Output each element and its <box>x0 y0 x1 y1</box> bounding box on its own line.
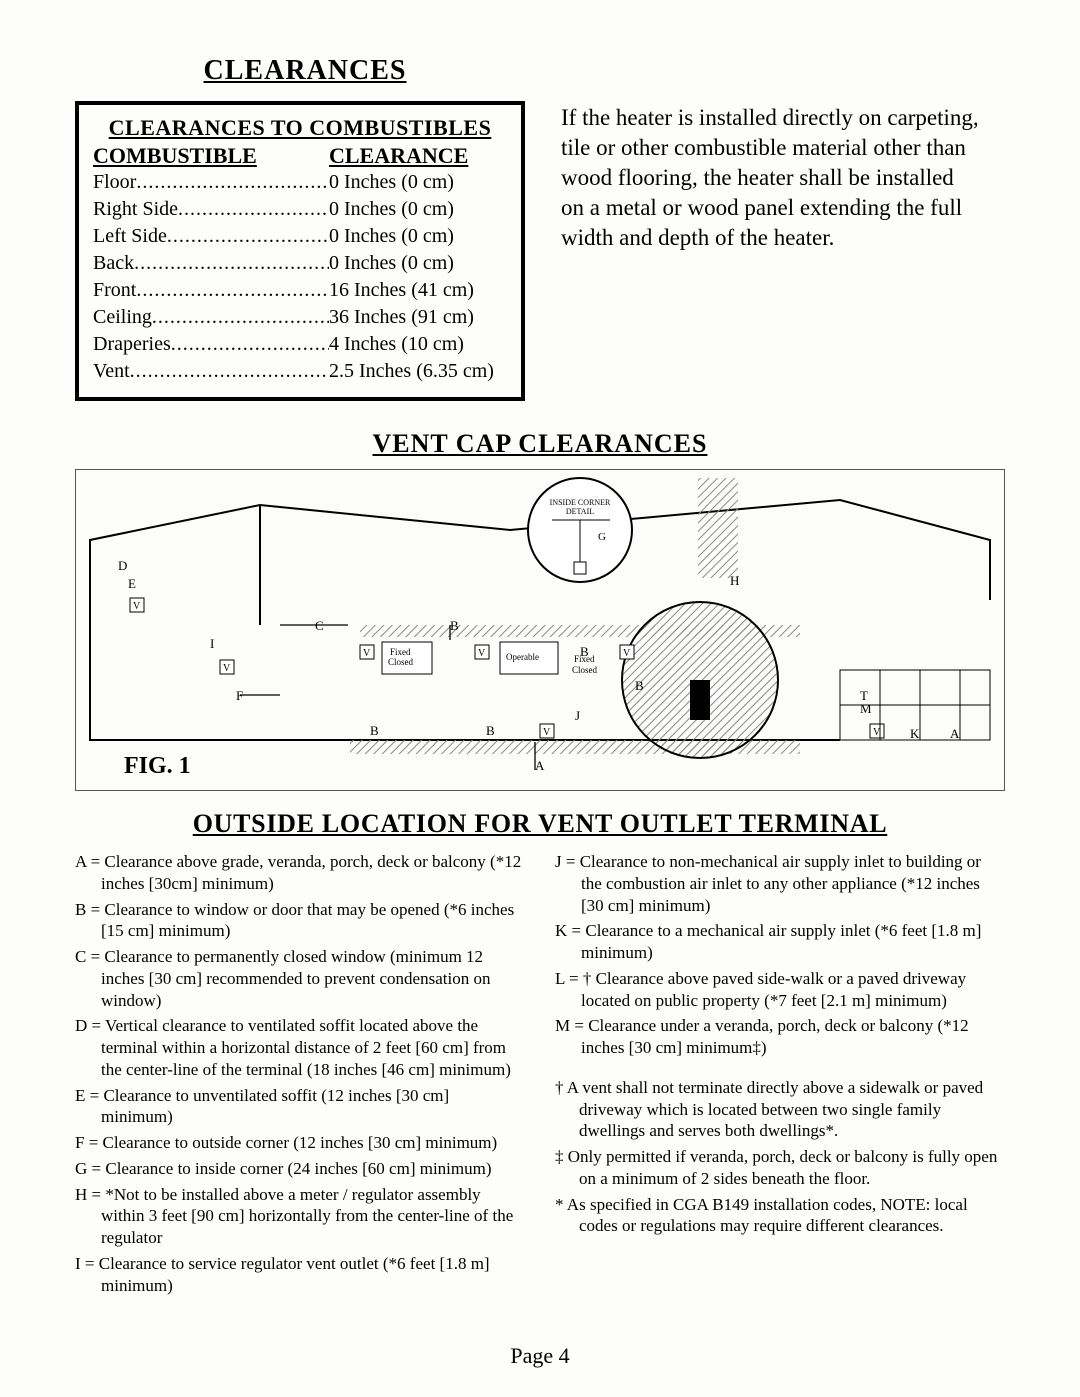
def-item: G = Clearance to inside corner (24 inche… <box>75 1158 525 1180</box>
def-item: D = Vertical clearance to ventilated sof… <box>75 1015 525 1080</box>
def-item: I = Clearance to service regulator vent … <box>75 1253 525 1297</box>
note-item: ‡ Only permitted if veranda, porch, deck… <box>555 1146 1005 1190</box>
svg-text:B: B <box>580 644 589 659</box>
svg-text:K: K <box>910 726 920 741</box>
table-row: Draperies4 Inches (10 cm) <box>93 331 507 358</box>
definitions-left: A = Clearance above grade, veranda, porc… <box>75 851 525 1300</box>
svg-text:V: V <box>223 663 231 674</box>
row-label: Left Side <box>93 223 329 250</box>
vent-diagram: INSIDE CORNER DETAIL G V V V V V V V Fix… <box>75 469 1005 791</box>
svg-text:M: M <box>860 701 872 716</box>
svg-text:J: J <box>575 708 580 723</box>
svg-text:V: V <box>363 648 371 659</box>
def-item: E = Clearance to unventilated soffit (12… <box>75 1085 525 1129</box>
svg-text:I: I <box>210 636 214 651</box>
diagram-svg: INSIDE CORNER DETAIL G V V V V V V V Fix… <box>76 470 1004 790</box>
def-item: A = Clearance above grade, veranda, porc… <box>75 851 525 895</box>
svg-text:E: E <box>128 576 136 591</box>
installation-note: If the heater is installed directly on c… <box>561 101 981 401</box>
svg-text:H: H <box>730 573 739 588</box>
svg-text:V: V <box>478 648 486 659</box>
clearances-table-box: CLEARANCES TO COMBUSTIBLES COMBUSTIBLE C… <box>75 101 525 401</box>
header-clearance: CLEARANCE <box>329 143 468 169</box>
row-value: 16 Inches (41 cm) <box>329 277 507 304</box>
row-value: 0 Inches (0 cm) <box>329 223 507 250</box>
def-item: J = Clearance to non-mechanical air supp… <box>555 851 1005 916</box>
figure-label: FIG. 1 <box>124 753 191 780</box>
page-title: CLEARANCES <box>85 55 525 87</box>
outside-location-title: OUTSIDE LOCATION FOR VENT OUTLET TERMINA… <box>75 809 1005 839</box>
svg-text:Closed: Closed <box>388 657 414 667</box>
row-label: Floor <box>93 169 329 196</box>
def-item: B = Clearance to window or door that may… <box>75 899 525 943</box>
row-value: 4 Inches (10 cm) <box>329 331 507 358</box>
def-item: C = Clearance to permanently closed wind… <box>75 946 525 1011</box>
svg-text:DETAIL: DETAIL <box>566 507 594 516</box>
svg-text:INSIDE CORNER: INSIDE CORNER <box>550 498 611 507</box>
table-row: Back0 Inches (0 cm) <box>93 250 507 277</box>
row-label: Vent <box>93 358 329 385</box>
svg-text:Operable: Operable <box>506 652 539 662</box>
row-label: Ceiling <box>93 304 329 331</box>
svg-text:D: D <box>118 558 127 573</box>
note-item: * As specified in CGA B149 installation … <box>555 1194 1005 1238</box>
note-item: † A vent shall not terminate directly ab… <box>555 1077 1005 1142</box>
svg-text:A: A <box>950 726 960 741</box>
page-number: Page 4 <box>0 1343 1080 1369</box>
svg-text:Closed: Closed <box>572 665 598 675</box>
svg-text:A: A <box>535 758 545 773</box>
row-value: 36 Inches (91 cm) <box>329 304 507 331</box>
def-item: M = Clearance under a veranda, porch, de… <box>555 1015 1005 1059</box>
row-value: 2.5 Inches (6.35 cm) <box>329 358 507 385</box>
row-value: 0 Inches (0 cm) <box>329 250 507 277</box>
table-row: Right Side0 Inches (0 cm) <box>93 196 507 223</box>
svg-text:V: V <box>623 648 631 659</box>
header-combustible: COMBUSTIBLE <box>93 143 329 169</box>
clearances-headers: COMBUSTIBLE CLEARANCE <box>93 143 507 169</box>
svg-text:B: B <box>450 618 459 633</box>
vent-cap-title: VENT CAP CLEARANCES <box>75 429 1005 459</box>
def-item: K = Clearance to a mechanical air supply… <box>555 920 1005 964</box>
def-item: L = † Clearance above paved side-walk or… <box>555 968 1005 1012</box>
table-row: Vent2.5 Inches (6.35 cm) <box>93 358 507 385</box>
definitions-right: J = Clearance to non-mechanical air supp… <box>555 851 1005 1300</box>
table-row: Left Side0 Inches (0 cm) <box>93 223 507 250</box>
clearances-subtitle: CLEARANCES TO COMBUSTIBLES <box>93 115 507 141</box>
svg-text:Fixed: Fixed <box>390 647 411 657</box>
svg-text:G: G <box>598 531 606 543</box>
svg-text:V: V <box>543 727 551 738</box>
def-item: H = *Not to be installed above a meter /… <box>75 1184 525 1249</box>
definitions-columns: A = Clearance above grade, veranda, porc… <box>75 851 1005 1300</box>
row-value: 0 Inches (0 cm) <box>329 169 507 196</box>
table-row: Front16 Inches (41 cm) <box>93 277 507 304</box>
svg-text:V: V <box>133 601 141 612</box>
row-label: Front <box>93 277 329 304</box>
row-label: Draperies <box>93 331 329 358</box>
row-label: Right Side <box>93 196 329 223</box>
svg-text:B: B <box>635 678 644 693</box>
row-value: 0 Inches (0 cm) <box>329 196 507 223</box>
table-row: Ceiling36 Inches (91 cm) <box>93 304 507 331</box>
def-item: F = Clearance to outside corner (12 inch… <box>75 1132 525 1154</box>
svg-text:B: B <box>486 723 495 738</box>
top-row: CLEARANCES TO COMBUSTIBLES COMBUSTIBLE C… <box>75 101 1005 401</box>
row-label: Back <box>93 250 329 277</box>
table-row: Floor0 Inches (0 cm) <box>93 169 507 196</box>
svg-text:B: B <box>370 723 379 738</box>
